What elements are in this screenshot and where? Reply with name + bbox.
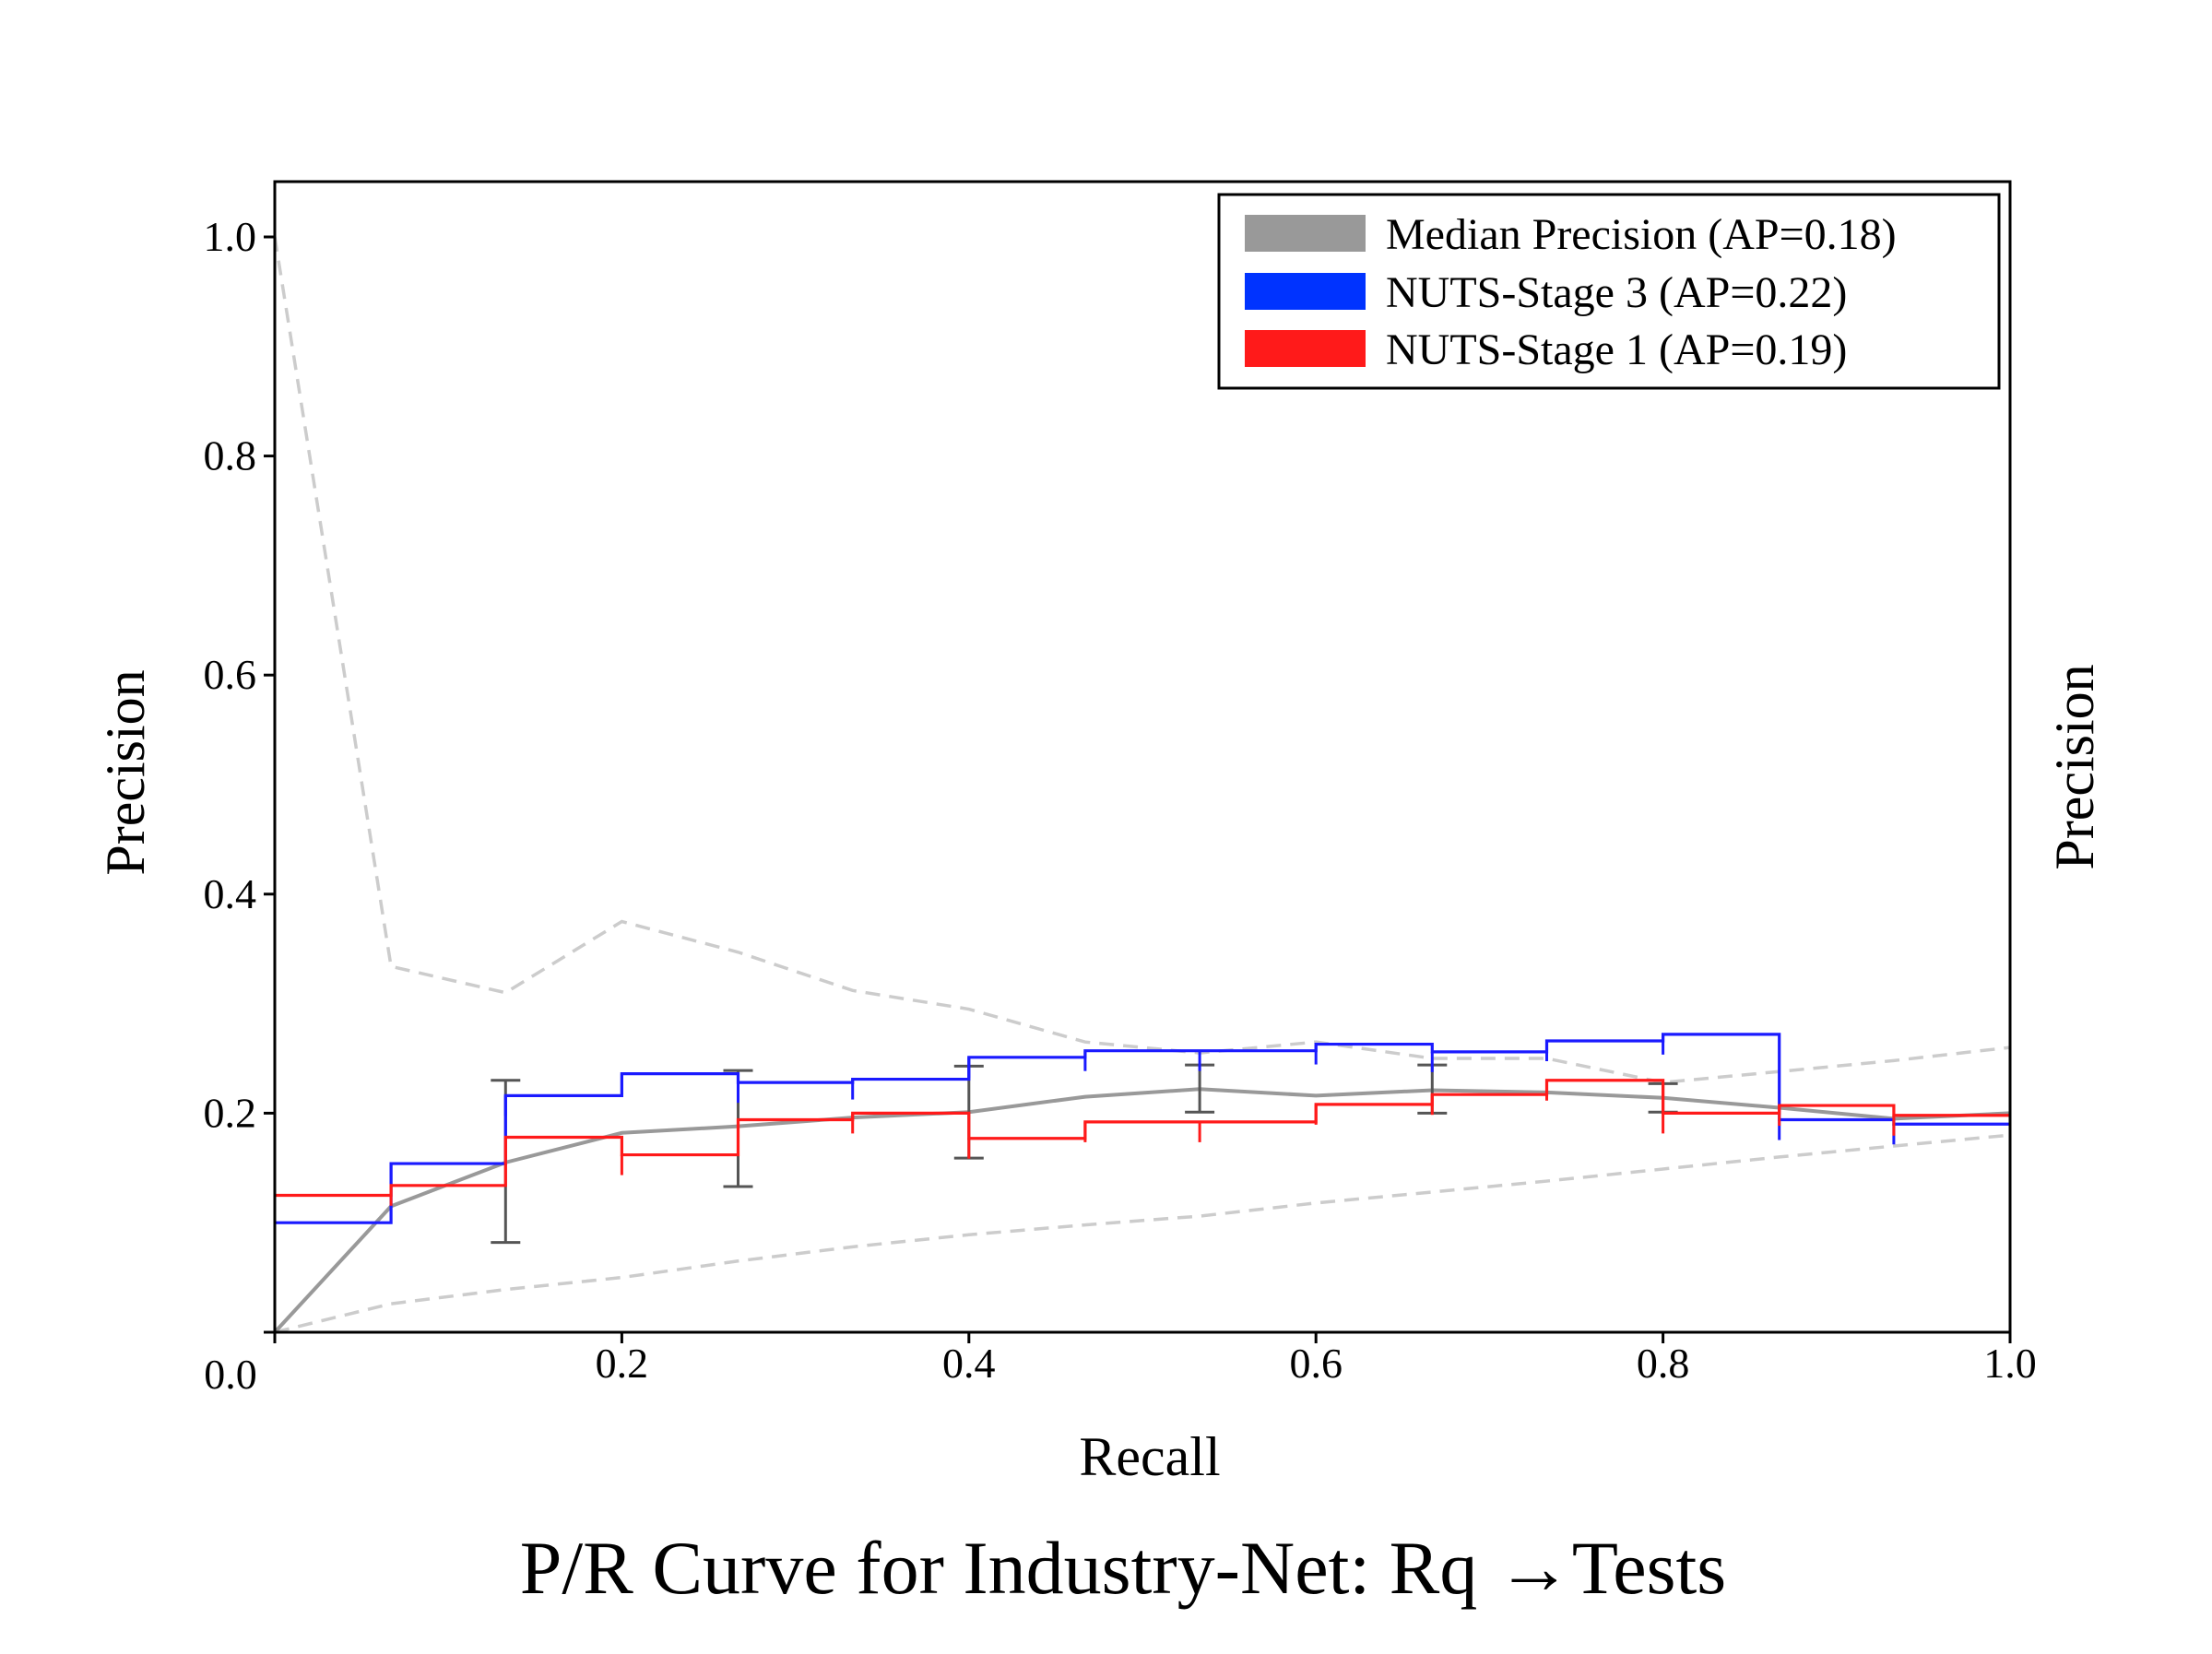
plot-frame — [273, 180, 2012, 1334]
series-line-median — [273, 1087, 2011, 1334]
x-tick-label: 0.8 — [1637, 1340, 1690, 1387]
legend-label-median: Median Precision (AP=0.18) — [1386, 210, 1897, 259]
legend-swatch-median — [1245, 215, 1366, 252]
y-axis-title: Precision — [95, 669, 156, 875]
axis-ticks: 0.0 0.2 0.4 0.6 0.8 1.0 0.2 0.4 0.6 0.8 1.0 — [204, 213, 2037, 1398]
plot-area — [273, 236, 2011, 1334]
x-tick-label: 1.0 — [1983, 1340, 2037, 1387]
dashed-bound-line-lower — [274, 1133, 2011, 1334]
series-line-nuts-stage-3 — [275, 1033, 2010, 1224]
legend-swatch-nuts-stage-1 — [1245, 330, 1366, 367]
legend-swatch-nuts-stage-3 — [1245, 273, 1366, 310]
x-axis-title: Recall — [1079, 1426, 1220, 1487]
y-tick-label: 0.4 — [204, 870, 257, 917]
legend: Median Precision (AP=0.18) NUTS-Stage 3 … — [1217, 193, 2001, 390]
series-line-nuts-stage-1 — [275, 1079, 2010, 1198]
x-tick-label: 0.6 — [1289, 1340, 1343, 1387]
y-axis-title-right: Precision — [2044, 664, 2105, 869]
chart-title: P/R Curve for Industry-Net: Rq →Tests — [520, 1526, 1726, 1610]
y-tick-label: 1.0 — [204, 213, 257, 260]
dashed-bound-line-upper — [273, 236, 2011, 1084]
x-tick-label: 0.2 — [596, 1340, 649, 1387]
legend-label-nuts-stage-3: NUTS-Stage 3 (AP=0.22) — [1386, 268, 1847, 317]
x-tick-label: 0.0 — [204, 1351, 257, 1398]
y-tick-label: 0.2 — [204, 1089, 257, 1136]
y-tick-label: 0.8 — [204, 432, 257, 479]
legend-label-nuts-stage-1: NUTS-Stage 1 (AP=0.19) — [1386, 325, 1847, 374]
y-tick-label: 0.6 — [204, 651, 257, 698]
x-tick-label: 0.4 — [942, 1340, 996, 1387]
